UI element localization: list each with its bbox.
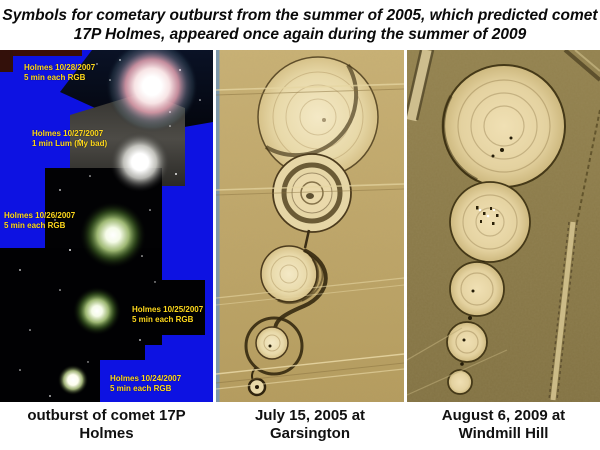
caption-line: Windmill Hill (458, 425, 549, 442)
obs-name: Holmes 10/25/2007 (132, 305, 204, 314)
fourth-circle (255, 326, 289, 360)
comet-10-26 (80, 202, 146, 268)
caption-line: Garsington (269, 425, 350, 442)
obs-label-10-26: Holmes 10/26/2007 5 min each RGB (4, 211, 75, 231)
obs-exposure: 5 min each RGB (4, 221, 66, 230)
tramline-right (548, 109, 600, 401)
second-circle-with-people (449, 181, 531, 263)
field-edge-top-right (563, 50, 600, 82)
obs-exposure: 5 min each RGB (132, 315, 194, 324)
large-circle (441, 64, 566, 188)
caption-comet: outburst of comet 17P Holmes (0, 402, 213, 443)
comet-photos-graphic (0, 50, 213, 402)
caption-windmill-hill: August 6, 2009 at Windmill Hill (407, 402, 600, 443)
connector-stem (303, 229, 311, 249)
obs-exposure: 5 min each RGB (24, 73, 86, 82)
field-track-top-left (407, 50, 435, 122)
obs-name: Holmes 10/27/2007 (32, 129, 104, 138)
title-line-2: 17P Holmes, appeared once again during t… (73, 26, 527, 43)
comet-10-27 (110, 132, 170, 192)
comet-10-28 (106, 50, 198, 132)
caption-line: July 15, 2005 at (254, 407, 366, 424)
chain-circles (446, 261, 505, 395)
third-circle (260, 245, 320, 305)
caption-line: August 6, 2009 at (441, 407, 566, 424)
caption-line: outburst of comet 17P (27, 407, 186, 424)
comet-10-25 (73, 287, 121, 335)
caption-line: Holmes (79, 425, 134, 442)
garsington-crop-circle-photo (216, 50, 404, 402)
obs-exposure: 5 min each RGB (110, 384, 172, 393)
s-curve-and-loop (244, 248, 328, 376)
comet-glows (58, 50, 198, 395)
windmill-hill-graphic (407, 50, 600, 402)
photo-panels: Holmes 10/28/2007 5 min each RGB Holmes … (0, 50, 600, 402)
caption-garsington: July 15, 2005 at Garsington (216, 402, 404, 443)
garsington-graphic (216, 50, 404, 402)
caption-row: outburst of comet 17P Holmes July 15, 20… (0, 402, 600, 450)
comet-10-24 (58, 365, 88, 395)
faint-lines (407, 327, 508, 396)
obs-name: Holmes 10/28/2007 (24, 63, 96, 72)
windmill-hill-crop-circle-photo (407, 50, 600, 402)
obs-label-10-25: Holmes 10/25/2007 5 min each RGB (132, 305, 203, 325)
obs-name: Holmes 10/24/2007 (110, 374, 182, 383)
obs-exposure: 1 min Lum (My bad) (32, 139, 108, 148)
people-specks (476, 206, 499, 225)
obs-label-10-27: Holmes 10/27/2007 1 min Lum (My bad) (32, 129, 107, 149)
obs-name: Holmes 10/26/2007 (4, 211, 76, 220)
obs-label-10-28: Holmes 10/28/2007 5 min each RGB (24, 63, 95, 83)
title-line-1: Symbols for cometary outburst from the s… (2, 7, 598, 24)
ringed-circle (272, 153, 352, 233)
tramlines (216, 83, 404, 390)
photo-edge (216, 50, 220, 402)
comet-holmes-panel: Holmes 10/28/2007 5 min each RGB Holmes … (0, 50, 213, 402)
obs-label-10-24: Holmes 10/24/2007 5 min each RGB (110, 374, 181, 394)
page-title: Symbols for cometary outburst from the s… (0, 0, 600, 50)
